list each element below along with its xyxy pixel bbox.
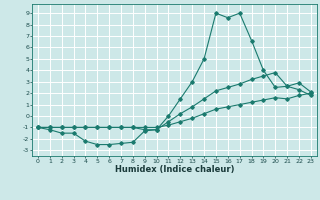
X-axis label: Humidex (Indice chaleur): Humidex (Indice chaleur) [115, 165, 234, 174]
